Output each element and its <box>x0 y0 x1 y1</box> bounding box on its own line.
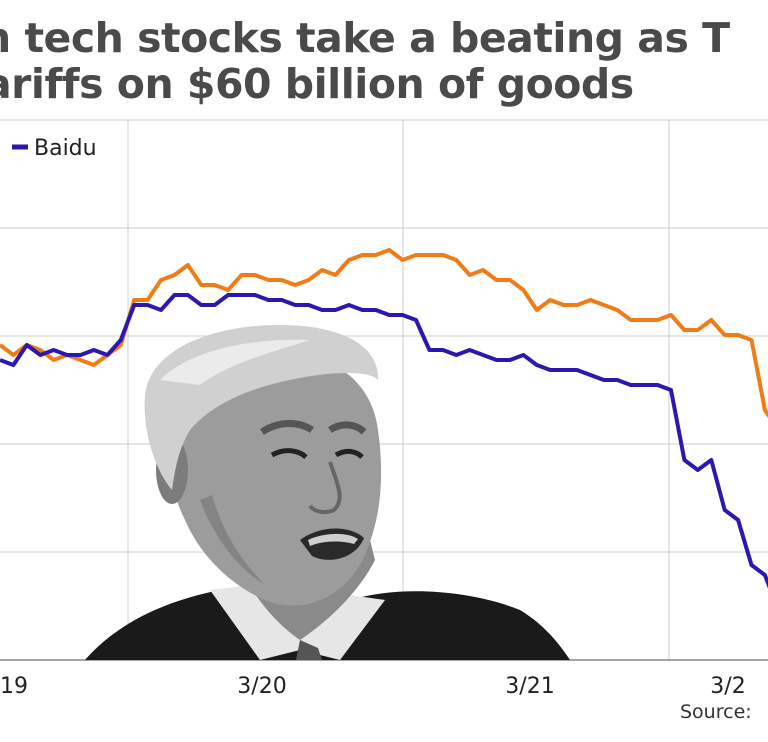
chart-title-line-2: ariffs on $60 billion of goods <box>0 60 634 108</box>
grid <box>0 119 768 661</box>
series-line-baidu <box>0 293 768 589</box>
photo-brow-left <box>260 420 314 436</box>
x-axis-ticks: 19 3/20 3/21 3/2 <box>0 674 746 699</box>
x-tick-label: 3/2 <box>710 674 745 699</box>
x-tick-label: 19 <box>0 674 28 699</box>
x-tick-label: 3/21 <box>505 674 554 699</box>
source-note: Source: <box>680 701 752 723</box>
photo-tie <box>296 640 322 660</box>
series-lines <box>0 248 768 589</box>
photo-eye-left <box>270 448 308 459</box>
series-line-series-0 <box>0 248 768 419</box>
x-tick-label: 3/20 <box>237 674 286 699</box>
photo-brow-right <box>328 421 367 435</box>
trump-photo <box>85 325 570 660</box>
photo-hair-shade <box>160 339 310 385</box>
chart-title-line-1: n tech stocks take a beating as T <box>0 14 730 62</box>
legend: Baidu <box>12 136 97 161</box>
photo-nose <box>308 461 342 515</box>
photo-eye-right <box>334 448 364 459</box>
photo-teeth <box>308 533 358 546</box>
photo-cheek-shade <box>200 495 265 585</box>
legend-label-baidu: Baidu <box>34 136 97 161</box>
